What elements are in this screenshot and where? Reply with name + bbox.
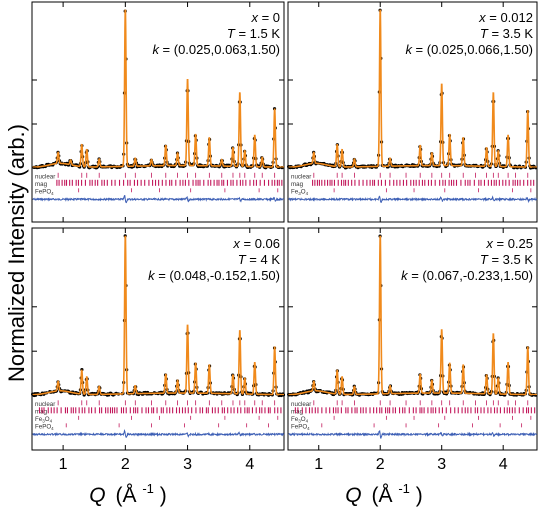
annotation-line: x = 0.06 bbox=[232, 236, 280, 251]
reflection-ticks bbox=[56, 172, 283, 193]
difference-curve bbox=[288, 195, 538, 204]
reflection-ticks bbox=[38, 400, 282, 428]
xlabel-unit: (Å bbox=[371, 484, 392, 507]
xlabel-q: Q bbox=[345, 484, 361, 507]
phase-label: nuclear bbox=[35, 401, 55, 408]
ylabel-text: Normalized Intensity (arb.) bbox=[4, 124, 29, 382]
phase-label: nuclear bbox=[35, 173, 55, 180]
x-tick-label: 3 bbox=[183, 456, 192, 473]
xlabel-exp: -1 bbox=[398, 481, 410, 496]
x-tick-label: 1 bbox=[314, 456, 323, 473]
annotation-line: k = (0.025,0.063,1.50) bbox=[152, 42, 280, 57]
fit-line bbox=[32, 9, 284, 169]
x-axis-label-left: Q (Å -1 ) bbox=[89, 475, 166, 507]
xlabel-unit: (Å bbox=[115, 484, 136, 507]
phase-label: Fe3O4 bbox=[291, 416, 309, 424]
plot-frame bbox=[31, 227, 285, 451]
annotation-line: x = 0 bbox=[250, 10, 280, 25]
phase-label: mag bbox=[291, 181, 304, 188]
annotation-line: k = (0.048,-0.152,1.50) bbox=[148, 268, 280, 283]
phase-label: mag bbox=[35, 181, 48, 188]
difference-curve bbox=[32, 195, 285, 204]
annotation-line: k = (0.025,0.066,1.50) bbox=[405, 42, 533, 57]
svg-text:Q (Å -1 ): Q (Å -1 ) bbox=[345, 475, 422, 507]
x-tick-label: 2 bbox=[376, 456, 385, 473]
xlabel-close: ) bbox=[160, 484, 167, 507]
annotation-line: T = 4 K bbox=[238, 252, 281, 267]
annotation-line: k = (0.067,-0.233,1.50) bbox=[401, 268, 533, 283]
difference-curve bbox=[32, 429, 285, 438]
reflection-ticks bbox=[294, 400, 536, 428]
x-tick-label: 1 bbox=[59, 456, 68, 473]
x-axis-label-right: Q (Å -1 ) bbox=[345, 475, 422, 507]
phase-label: mag bbox=[291, 408, 304, 415]
annotation-line: T = 3.5 K bbox=[480, 26, 533, 41]
fit-line bbox=[288, 235, 537, 396]
x-tick-label: 4 bbox=[499, 456, 508, 473]
fit-line bbox=[32, 235, 284, 396]
x-tick-label: 2 bbox=[121, 456, 130, 473]
fit-line bbox=[288, 9, 537, 169]
phase-label: nuclear bbox=[291, 401, 311, 408]
annotation-line: T = 1.5 K bbox=[227, 26, 280, 41]
phase-label: FePO4 bbox=[35, 423, 54, 431]
annotation-line: T = 3.5 K bbox=[480, 252, 533, 267]
phase-label: FePO4 bbox=[291, 423, 310, 431]
x-tick-label: 4 bbox=[245, 456, 254, 473]
svg-text:Q (Å -1 ): Q (Å -1 ) bbox=[89, 475, 166, 507]
phase-label: FePO4 bbox=[35, 188, 54, 196]
annotation-line: x = 0.012 bbox=[478, 10, 533, 25]
phase-label: nuclear bbox=[291, 173, 311, 180]
difference-curve bbox=[288, 429, 537, 439]
xlabel-close: ) bbox=[416, 484, 423, 507]
plot-frame bbox=[287, 1, 538, 223]
x-tick-label: 3 bbox=[437, 456, 446, 473]
xlabel-q: Q bbox=[89, 484, 105, 507]
phase-label: Fe3O4 bbox=[291, 188, 309, 196]
phase-label: Fe3O4 bbox=[35, 416, 53, 424]
plot-frame bbox=[31, 1, 285, 223]
plot-frame bbox=[287, 227, 538, 451]
phase-label: mag bbox=[35, 408, 48, 415]
annotation-line: x = 0.25 bbox=[485, 236, 533, 251]
reflection-ticks bbox=[312, 172, 535, 193]
xlabel-exp: -1 bbox=[142, 481, 154, 496]
y-axis-label: Normalized Intensity (arb.) bbox=[4, 124, 29, 382]
